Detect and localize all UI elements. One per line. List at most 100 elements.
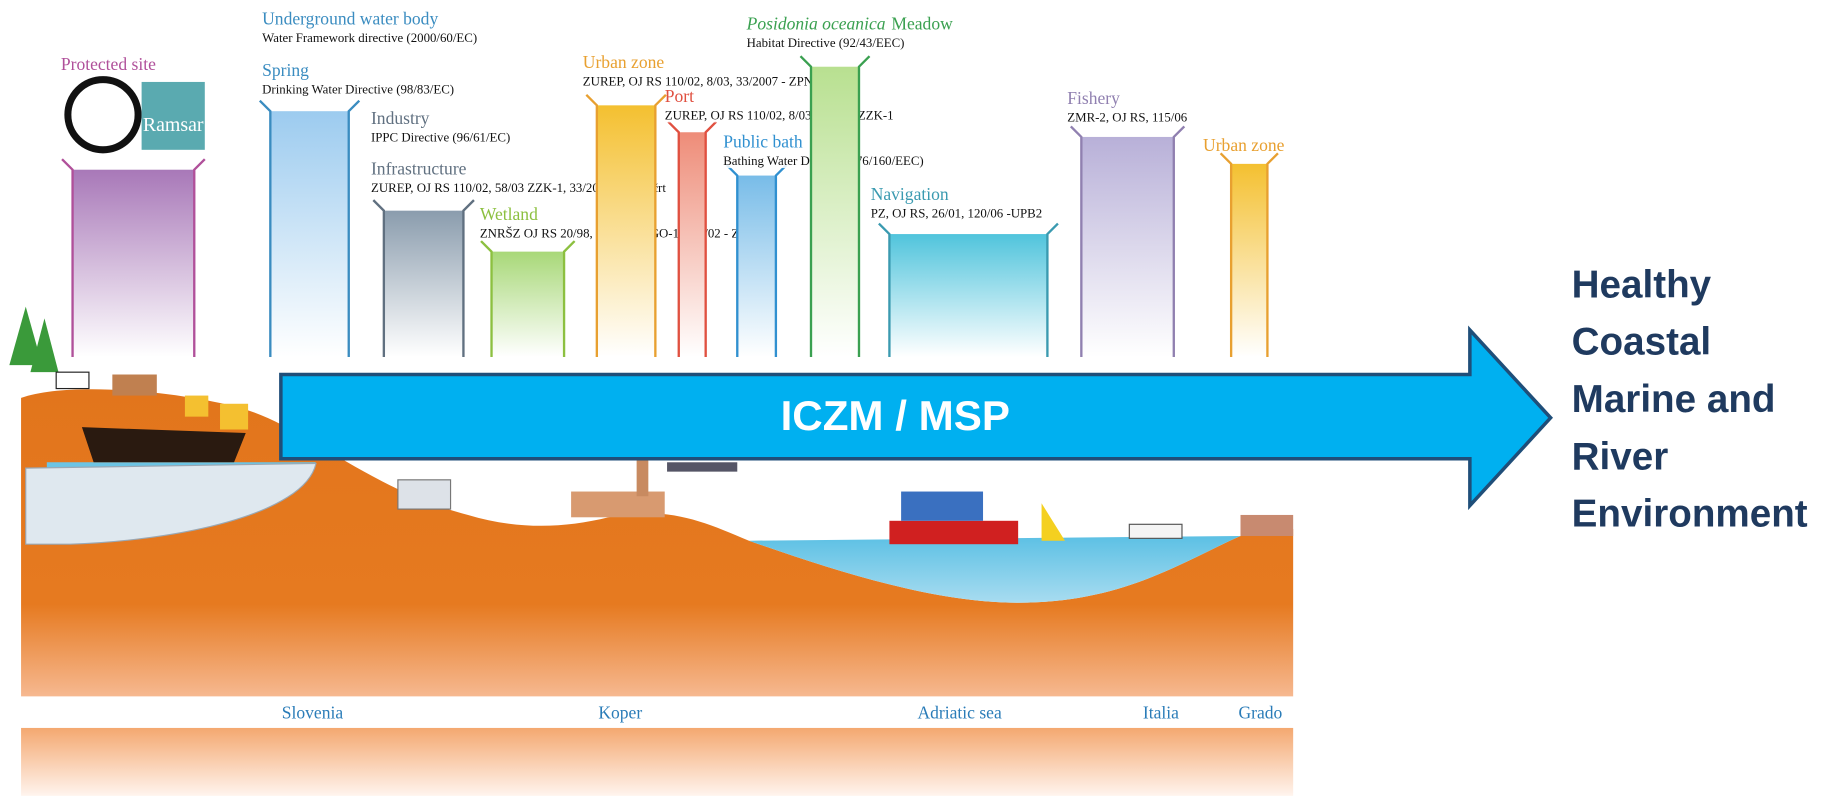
zone-column (383, 210, 464, 357)
house (184, 395, 209, 417)
zone-directive: ZUREP, OJ RS 110/02, 8/03, 33/2007 - ZPN… (583, 74, 833, 88)
arrow-label: ICZM / MSP (781, 392, 1010, 439)
zone-name: Navigation (871, 184, 949, 204)
zone-directive: ZMR-2, OJ RS, 115/06 (1067, 111, 1187, 125)
zone-name: Protected site (61, 54, 156, 74)
goal-line: Environment (1572, 493, 1808, 536)
goal-line: River (1572, 435, 1669, 478)
town (571, 491, 665, 518)
zone-column (491, 251, 565, 357)
zone-name: Port (665, 86, 694, 106)
landscape (9, 306, 1294, 796)
zone-directive: Drinking Water Directive (98/83/EC) (262, 83, 454, 97)
zone-column (678, 132, 706, 357)
arrow: ICZM / MSP (279, 325, 1554, 511)
ramsar-logo (141, 81, 205, 150)
zone-column (1081, 136, 1174, 357)
zone-name: Underground water body (262, 9, 438, 29)
zone-directive: IPPC Directive (96/61/EC) (371, 131, 510, 145)
directive-bg (580, 74, 836, 89)
arrow-shape (279, 325, 1554, 511)
land (21, 389, 1294, 697)
directive-bg (368, 130, 513, 145)
zone-bracket (1046, 222, 1059, 357)
zone-bracket (462, 199, 475, 357)
zone-bracket (1219, 152, 1233, 357)
goal-text: Healthy Coastal Marine and River Environment (1572, 263, 1808, 535)
place-label: Grado (1238, 703, 1282, 723)
zone-bracket (799, 55, 813, 357)
zone-directive: PZ, OJ RS, 26/01, 120/06 -UPB2 (871, 207, 1042, 221)
unesco-logo (64, 76, 142, 154)
zone-bracket (562, 240, 576, 357)
zone-column (889, 234, 1048, 357)
place-label: Italia (1143, 703, 1179, 723)
zone-name: Wetland (480, 204, 538, 224)
zone-bracket (878, 222, 891, 357)
boat (1128, 523, 1183, 539)
directive-bg (868, 206, 1045, 221)
grado-town (1240, 514, 1294, 537)
zone-bracket (725, 164, 739, 357)
goal-line: Marine and (1572, 378, 1776, 421)
house (220, 403, 249, 430)
zone-bracket (704, 120, 718, 357)
zone-directive: ZUREP, OJ RS 110/02, 58/03 ZZK-1, 33/200… (371, 181, 666, 195)
zone-directive: Water Framework directive (2000/60/EC) (262, 31, 477, 45)
house (112, 374, 157, 396)
directive-bg (259, 82, 457, 97)
tower (636, 449, 649, 497)
directive-bg (368, 180, 669, 195)
zone-bracket (1266, 152, 1279, 357)
ship-hull (889, 520, 1019, 545)
bottom-band (21, 727, 1294, 796)
sea (748, 536, 1241, 603)
zone-bracket (193, 158, 206, 357)
crane (667, 462, 738, 472)
zone-column (737, 175, 776, 357)
zone-name: Industry (371, 108, 430, 128)
zone-name-rest: Meadow (891, 13, 953, 33)
zone-name: Infrastructure (371, 158, 467, 178)
zone-name: Urban zone (1203, 135, 1285, 155)
zone-bracket (774, 164, 788, 357)
logos: Ramsar (64, 76, 205, 154)
zones: Protected site Underground water body Wate… (61, 9, 1285, 357)
zone-directive: Habitat Directive (92/43/EEC) (747, 36, 905, 50)
zone-name: Public bath (723, 131, 803, 151)
zone-name: Fishery (1067, 88, 1120, 108)
directive-bg (259, 31, 480, 46)
goal-line: Healthy (1572, 263, 1712, 306)
zone-column (596, 105, 656, 357)
trees (9, 306, 59, 373)
place-label: Koper (598, 703, 642, 723)
zone-bracket (654, 93, 667, 357)
zone-name-italic: Posidonia oceanica (746, 13, 886, 33)
zone-column (270, 111, 349, 357)
goal-line: Coastal (1572, 321, 1711, 364)
zone-name: Spring (262, 60, 309, 80)
directive-bg (744, 35, 907, 50)
zone-name: Urban zone (583, 52, 665, 72)
directive-bg (1064, 110, 1191, 125)
zone-bracket (585, 93, 599, 357)
place-label: Slovenia (282, 703, 344, 723)
cow (55, 371, 90, 390)
places: Slovenia Koper Adriatic sea Italia Grado (282, 703, 1283, 723)
zone-bracket (258, 99, 272, 357)
zone-bracket (61, 158, 74, 357)
cave (81, 427, 246, 463)
zone-bracket (667, 120, 680, 357)
zone-bracket (1069, 125, 1083, 357)
zone-bracket (857, 55, 871, 357)
containers (901, 491, 984, 521)
zone-column (1231, 163, 1268, 357)
zone-bracket (372, 199, 386, 357)
zone-bracket (1172, 125, 1186, 357)
zone-column (72, 169, 195, 357)
factory (397, 479, 452, 510)
zone-name: Posidonia oceanica Meadow (746, 13, 953, 33)
zone-bracket (480, 240, 493, 357)
zone-bracket (347, 99, 361, 357)
ramsar-text: Ramsar (143, 114, 204, 136)
